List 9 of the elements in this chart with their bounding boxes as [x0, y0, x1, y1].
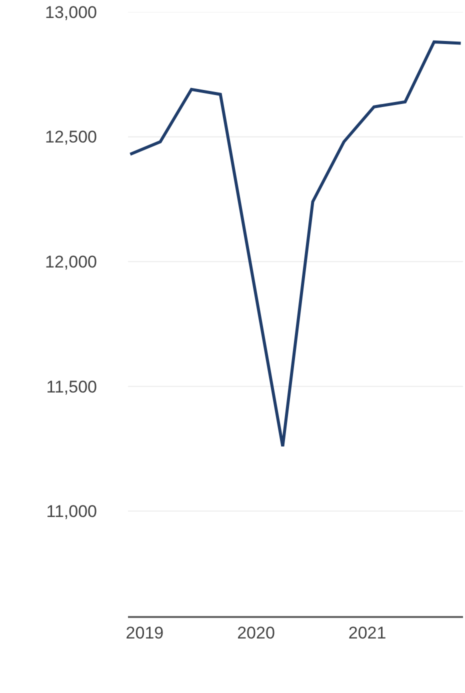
- y-tick-label: 12,500: [45, 128, 97, 147]
- y-tick-label: 13,000: [45, 2, 97, 22]
- line-series: [128, 40, 462, 448]
- x-tick-label: 2021: [348, 623, 386, 642]
- y-tick-label: 12,000: [45, 252, 97, 272]
- y-tick-label: 11,500: [46, 377, 97, 396]
- x-tick-label: 2020: [237, 623, 275, 642]
- y-tick-label: 11,000: [46, 502, 97, 522]
- x-tick-label: 2019: [126, 623, 164, 642]
